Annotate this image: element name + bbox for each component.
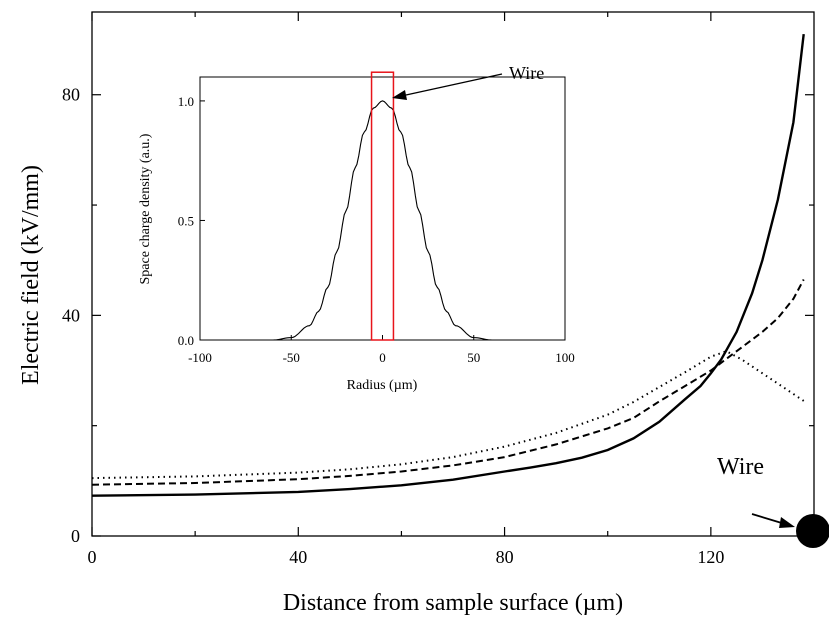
x-tick-label: 0 [88, 547, 97, 567]
inset-x-tick-label: -50 [283, 350, 300, 365]
inset-density-curve [200, 100, 565, 341]
inset-tick-labels: -100 -50 0 50 100 0.0 0.5 1.0 [178, 94, 575, 365]
main-tick-labels: 0 40 80 120 0 40 80 [62, 85, 724, 567]
inset-plot-frame [199, 76, 566, 341]
inset-y-tick-label: 0.0 [178, 333, 194, 348]
series-line-solid [91, 33, 805, 497]
series-line-dashed [91, 279, 805, 486]
main-plot-frame [91, 11, 815, 537]
inset-x-tick-label: -100 [188, 350, 212, 365]
inset-axis-ticks [199, 100, 566, 341]
inset-series-group [200, 100, 565, 341]
main-series-group [91, 33, 805, 497]
inset-y-tick-label: 0.5 [178, 213, 194, 228]
inset-y-axis-title: Space charge density (a.u.) [138, 133, 153, 284]
y-tick-label: 80 [62, 85, 80, 105]
inset-plot: -100 -50 0 50 100 0.0 0.5 1.0 Radius (µm) Space… [138, 63, 575, 393]
x-axis-title: Distance from sample surface (µm) [283, 590, 623, 616]
wire-highlight-box [370, 71, 395, 341]
main-axis-ticks [91, 12, 814, 537]
inset-y-tick-label: 1.0 [178, 94, 194, 109]
y-tick-label: 40 [62, 305, 80, 325]
y-axis-title: Electric field (kV/mm) [18, 165, 44, 385]
x-tick-label: 80 [496, 547, 514, 567]
x-tick-label: 40 [289, 547, 307, 567]
inset-x-tick-label: 0 [379, 350, 386, 365]
inset-wire-label: Wire [509, 63, 544, 83]
x-tick-label: 120 [697, 547, 724, 567]
inset-wire-arrow [392, 73, 503, 100]
inset-x-tick-label: 50 [467, 350, 480, 365]
inset-x-axis-title: Radius (µm) [347, 378, 418, 393]
series-line-dotted [91, 350, 805, 480]
y-tick-label: 0 [71, 526, 80, 546]
wire-arrow [751, 513, 795, 528]
wire-cross-section [796, 514, 829, 548]
inset-x-tick-label: 100 [555, 350, 575, 365]
wire-label: Wire [717, 454, 764, 480]
